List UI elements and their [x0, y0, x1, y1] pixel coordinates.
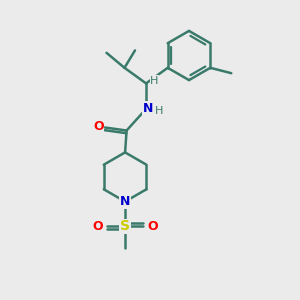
Text: O: O — [93, 120, 104, 134]
Text: O: O — [92, 220, 103, 233]
Text: N: N — [142, 102, 153, 115]
Text: H: H — [150, 76, 159, 86]
Text: H: H — [154, 106, 163, 116]
Text: N: N — [120, 195, 130, 208]
Text: S: S — [120, 219, 130, 233]
Text: O: O — [147, 220, 158, 233]
